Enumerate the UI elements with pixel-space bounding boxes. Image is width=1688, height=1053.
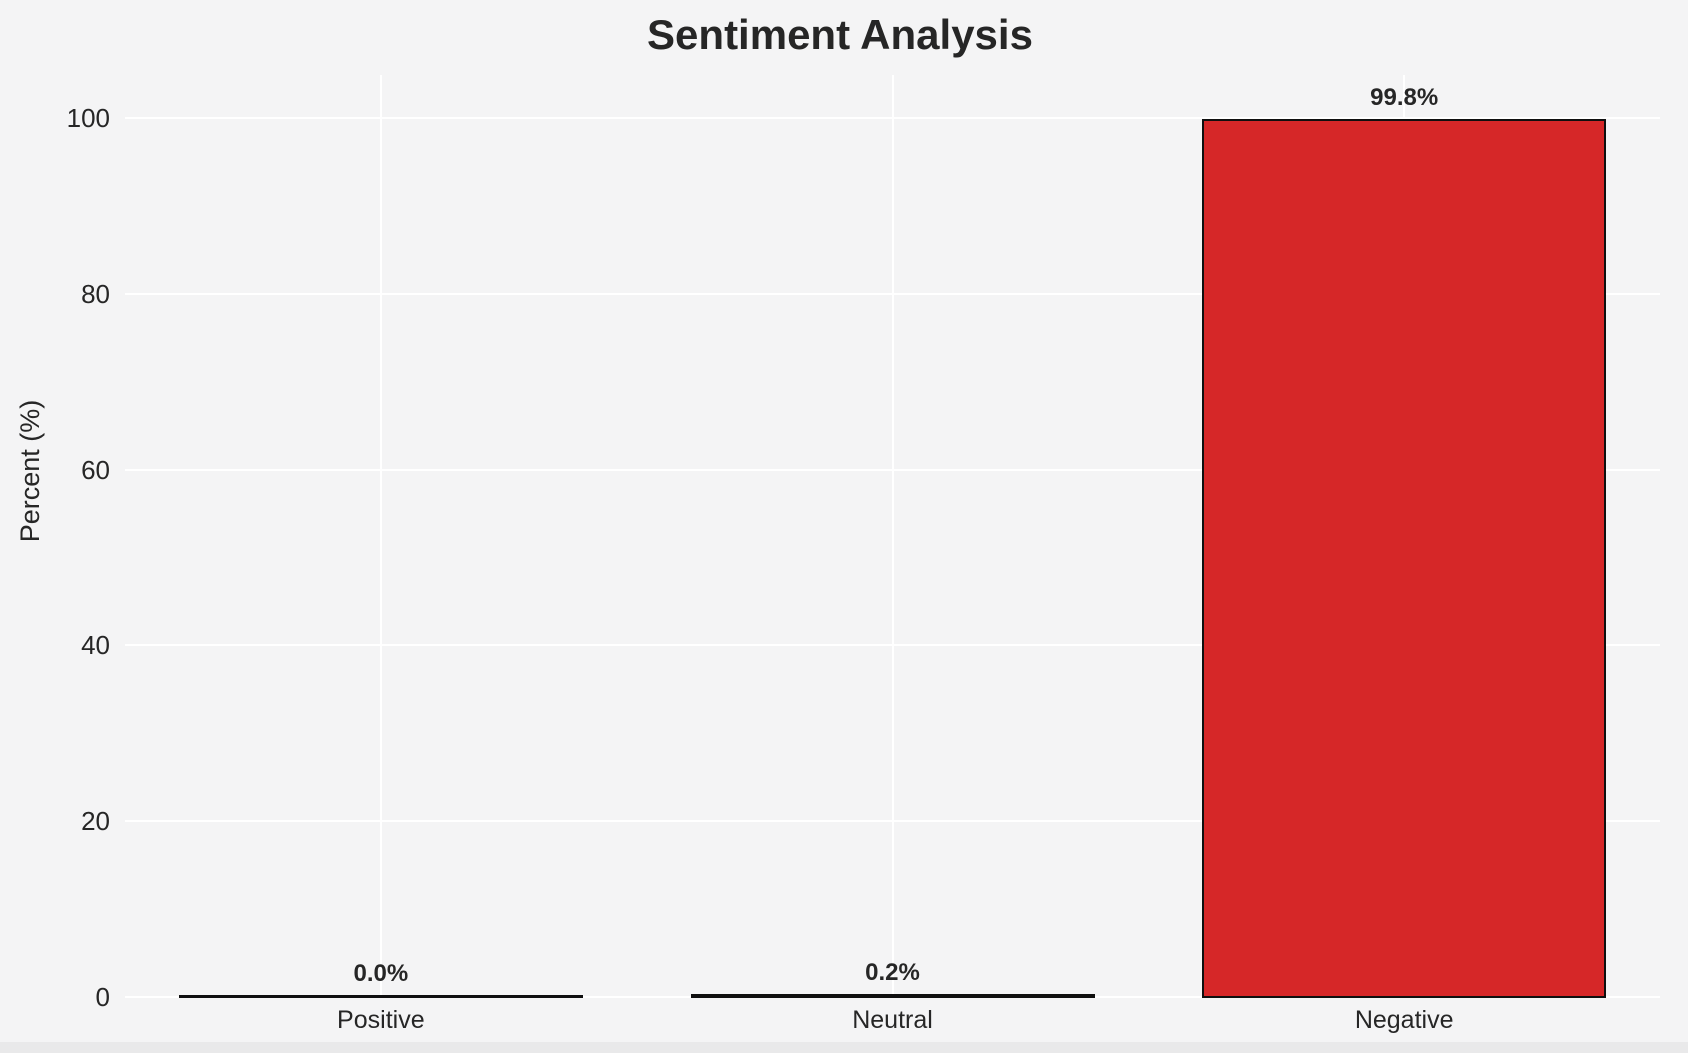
y-tick-label: 100 xyxy=(66,103,110,133)
y-tick-label: 80 xyxy=(81,278,110,309)
v-gridline xyxy=(891,75,894,997)
bar-value-label: 0.0% xyxy=(353,960,409,987)
bar-value-label: 0.2% xyxy=(865,959,920,986)
y-tick-label: 60 xyxy=(81,454,110,485)
y-tick-label: 20 xyxy=(81,806,110,837)
bar-value-label: 99.8% xyxy=(1370,84,1439,111)
bar-negative xyxy=(1202,119,1607,998)
y-tick-label: 0 xyxy=(95,982,110,1012)
x-tick-label: Neutral xyxy=(852,1006,933,1034)
y-tick-label: 40 xyxy=(81,630,110,661)
bar-neutral xyxy=(690,994,1095,998)
figure-bottom-margin xyxy=(0,1042,1688,1053)
x-tick-label: Positive xyxy=(337,1006,425,1034)
x-tick-label: Negative xyxy=(1354,1006,1454,1034)
chart-title: Sentiment Analysis xyxy=(647,11,1033,58)
v-gridline xyxy=(379,75,382,997)
bar-positive xyxy=(178,995,583,998)
